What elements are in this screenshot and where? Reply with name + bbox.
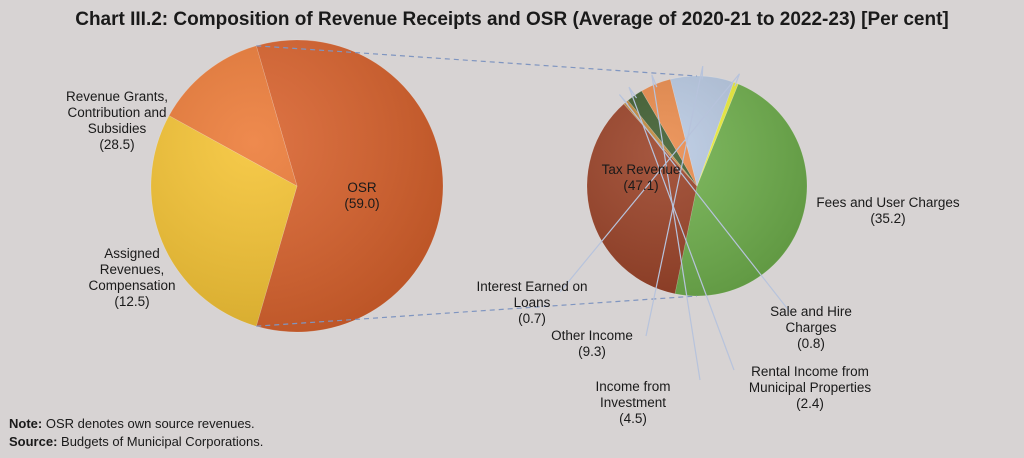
- label-line: Revenues,: [99, 262, 165, 277]
- slice-label-tax-revenue: Tax Revenue (47.1): [586, 162, 696, 194]
- label-line: Interest Earned on: [476, 279, 588, 294]
- label-line: OSR: [347, 180, 377, 195]
- leader-sale-and-hire-charges: [618, 94, 791, 313]
- secondary-shading: [587, 76, 807, 296]
- label-line: Investment: [599, 395, 667, 410]
- label-line: Income from: [595, 379, 671, 394]
- label-line: Fees and User Charges: [816, 195, 960, 210]
- slice-label-revenue-grants: Revenue Grants, Contribution and Subsidies…: [52, 89, 182, 153]
- label-value: (4.5): [619, 411, 647, 426]
- main-shading: [151, 40, 443, 332]
- note-text: OSR denotes own source revenues.: [42, 416, 255, 431]
- connector-top: [256, 45, 698, 77]
- main-pie: [150, 39, 444, 333]
- secondary-pie: [586, 75, 808, 297]
- source-line: Source: Budgets of Municipal Corporation…: [9, 433, 263, 451]
- label-value: (0.8): [797, 336, 825, 351]
- label-line: Rental Income from: [751, 364, 869, 379]
- label-line: Revenue Grants,: [65, 89, 169, 104]
- label-line: Contribution and: [67, 105, 167, 120]
- note-label: Note:: [9, 416, 43, 431]
- label-line: Subsidies: [87, 121, 147, 136]
- label-value: (35.2): [870, 211, 906, 226]
- note-line: Note: OSR denotes own source revenues.: [9, 415, 263, 433]
- leader-other-income: [645, 66, 704, 337]
- label-line: Municipal Properties: [748, 380, 872, 395]
- leader-rental-income-from-municipal-properties: [628, 86, 735, 371]
- leader-lines: [559, 66, 791, 381]
- label-value: (47.1): [623, 178, 659, 193]
- chart-title: Chart III.2: Composition of Revenue Rece…: [75, 9, 949, 30]
- label-line: Assigned: [104, 246, 160, 261]
- label-line: Loans: [513, 295, 551, 310]
- slice-label-osr: OSR (59.0): [322, 180, 402, 212]
- slice-label-rental-income: Rental Income from Municipal Properties (2…: [730, 364, 890, 412]
- footnote: Note: OSR denotes own source revenues. S…: [9, 415, 263, 451]
- slice-label-income-investment: Income from Investment (4.5): [578, 379, 688, 427]
- label-value: (0.7): [518, 311, 546, 326]
- connector-lines: [256, 45, 698, 327]
- label-value: (2.4): [796, 396, 824, 411]
- label-line: Other Income: [551, 328, 633, 343]
- label-line: Sale and Hire: [770, 304, 852, 319]
- label-value: (59.0): [344, 196, 380, 211]
- label-value: (9.3): [578, 344, 606, 359]
- connector-bottom: [256, 295, 698, 327]
- label-line: Compensation: [88, 278, 176, 293]
- leader-interest-earned-on-loans: [559, 73, 741, 293]
- slice-label-sale-hire-charges: Sale and Hire Charges (0.8): [756, 304, 866, 352]
- label-value: (28.5): [99, 137, 135, 152]
- slice-label-assigned-revenues: Assigned Revenues, Compensation (12.5): [72, 246, 192, 310]
- label-line: Tax Revenue: [601, 162, 681, 177]
- label-line: Charges: [785, 320, 837, 335]
- source-label: Source:: [9, 434, 58, 449]
- slice-label-interest-loans: Interest Earned on Loans (0.7): [462, 279, 602, 327]
- slice-label-fees-user-charges: Fees and User Charges (35.2): [798, 195, 978, 227]
- leader-income-from-investment: [651, 74, 701, 381]
- slice-label-other-income: Other Income (9.3): [537, 328, 647, 360]
- label-value: (12.5): [114, 294, 150, 309]
- source-text: Budgets of Municipal Corporations.: [57, 434, 264, 449]
